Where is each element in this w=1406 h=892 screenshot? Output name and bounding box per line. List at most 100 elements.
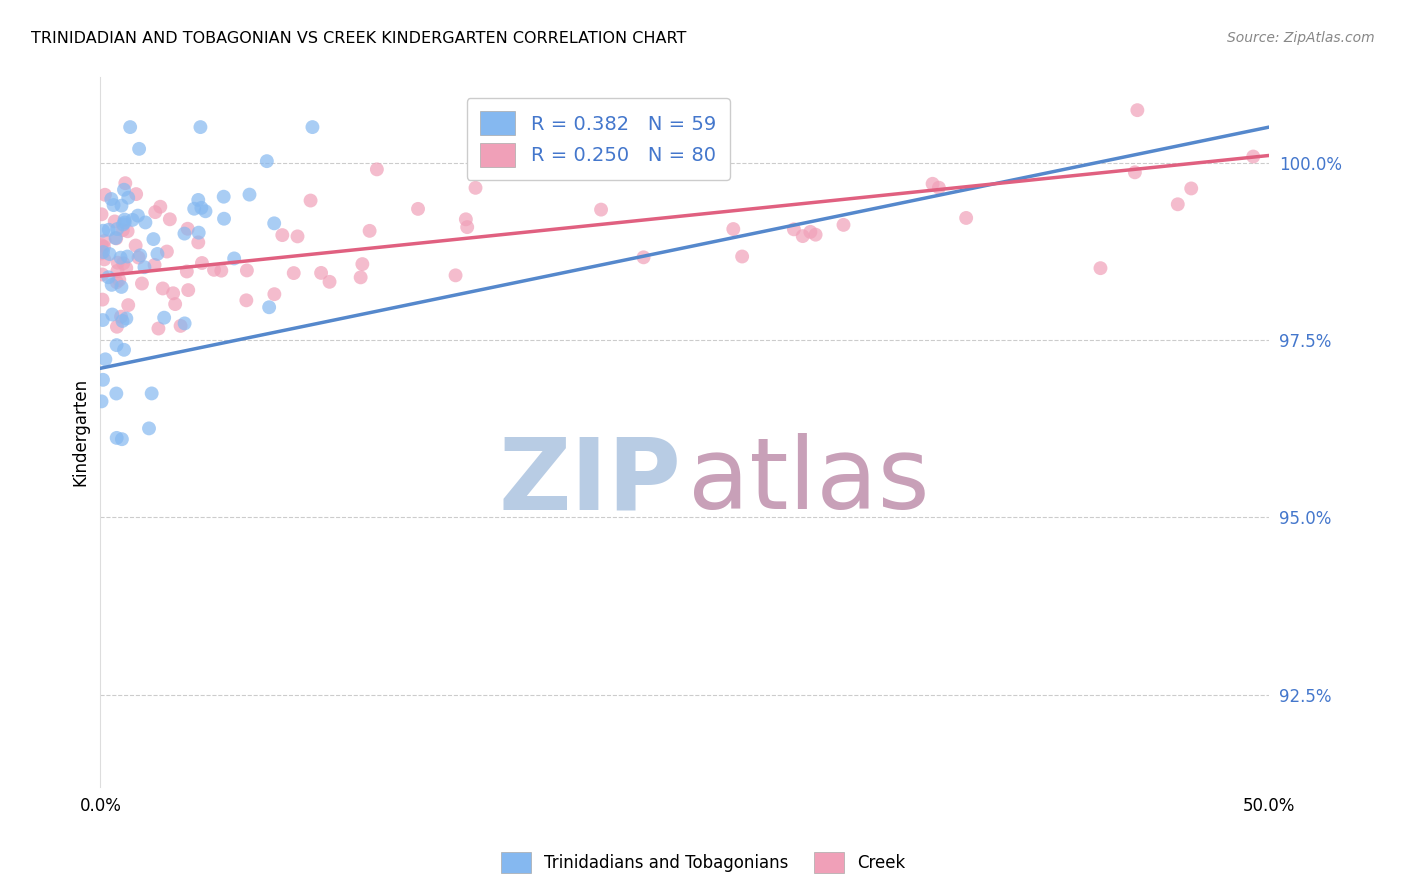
Point	[194, 204, 217, 219]
Point	[105, 338, 128, 352]
Point	[792, 229, 814, 244]
Point	[111, 314, 134, 328]
Point	[105, 275, 128, 289]
Point	[165, 297, 187, 311]
Text: ZIP: ZIP	[498, 434, 681, 531]
Point	[350, 270, 373, 285]
Text: atlas: atlas	[688, 434, 929, 531]
Point	[212, 190, 235, 204]
Point	[176, 264, 198, 278]
Point	[117, 191, 139, 205]
Point	[366, 162, 388, 177]
Point	[731, 250, 754, 264]
Point	[110, 280, 132, 294]
Point	[257, 300, 280, 314]
Point	[633, 250, 655, 264]
Point	[190, 120, 212, 134]
Point	[111, 432, 134, 446]
Point	[114, 212, 136, 227]
Point	[1167, 197, 1189, 211]
Point	[91, 224, 114, 238]
Point	[90, 207, 112, 221]
Point	[114, 215, 136, 229]
Y-axis label: Kindergarten: Kindergarten	[72, 378, 89, 486]
Point	[110, 199, 132, 213]
Point	[464, 181, 486, 195]
Point	[146, 247, 169, 261]
Point	[127, 209, 149, 223]
Point	[187, 193, 209, 207]
Point	[159, 212, 181, 227]
Point	[110, 251, 132, 265]
Point	[456, 220, 478, 235]
Point	[152, 281, 174, 295]
Point	[148, 321, 170, 335]
Point	[91, 268, 114, 282]
Point	[149, 200, 172, 214]
Point	[406, 202, 429, 216]
Point	[125, 187, 148, 202]
Point	[723, 222, 745, 236]
Point	[589, 202, 612, 217]
Point	[173, 227, 195, 241]
Point	[177, 283, 200, 297]
Point	[162, 286, 184, 301]
Point	[124, 238, 146, 252]
Point	[352, 257, 374, 271]
Point	[105, 264, 128, 278]
Point	[100, 277, 122, 292]
Point	[921, 177, 943, 191]
Point	[131, 277, 153, 291]
Point	[263, 287, 285, 301]
Point	[359, 224, 381, 238]
Point	[134, 260, 156, 275]
Point	[105, 222, 128, 236]
Point	[104, 214, 127, 228]
Point	[117, 250, 139, 264]
Point	[93, 252, 115, 267]
Point	[318, 275, 340, 289]
Point	[799, 225, 821, 239]
Point	[271, 228, 294, 243]
Legend: R = 0.382   N = 59, R = 0.250   N = 80: R = 0.382 N = 59, R = 0.250 N = 80	[467, 98, 730, 180]
Point	[301, 120, 323, 134]
Point	[236, 263, 259, 277]
Point	[454, 212, 477, 227]
Point	[238, 187, 260, 202]
Point	[114, 176, 136, 190]
Point	[156, 244, 179, 259]
Point	[112, 183, 135, 197]
Point	[94, 187, 117, 202]
Point	[1180, 181, 1202, 195]
Point	[105, 431, 128, 445]
Text: TRINIDADIAN AND TOBAGONIAN VS CREEK KINDERGARTEN CORRELATION CHART: TRINIDADIAN AND TOBAGONIAN VS CREEK KIND…	[31, 31, 686, 46]
Point	[176, 221, 198, 235]
Point	[287, 229, 309, 244]
Point	[169, 318, 191, 333]
Point	[309, 266, 332, 280]
Point	[111, 223, 134, 237]
Point	[187, 226, 209, 240]
Point	[97, 223, 120, 237]
Point	[143, 205, 166, 219]
Point	[105, 386, 128, 401]
Point	[93, 240, 115, 254]
Point	[91, 293, 114, 307]
Point	[134, 215, 156, 229]
Point	[209, 263, 232, 277]
Point	[94, 352, 117, 367]
Point	[91, 313, 114, 327]
Point	[129, 248, 152, 262]
Point	[444, 268, 467, 283]
Point	[120, 120, 142, 134]
Point	[141, 386, 163, 401]
Point	[97, 270, 120, 285]
Point	[104, 231, 127, 245]
Point	[138, 421, 160, 435]
Point	[90, 394, 112, 409]
Point	[128, 142, 150, 156]
Point	[263, 216, 285, 230]
Point	[224, 252, 246, 266]
Point	[1123, 165, 1146, 179]
Point	[190, 201, 212, 215]
